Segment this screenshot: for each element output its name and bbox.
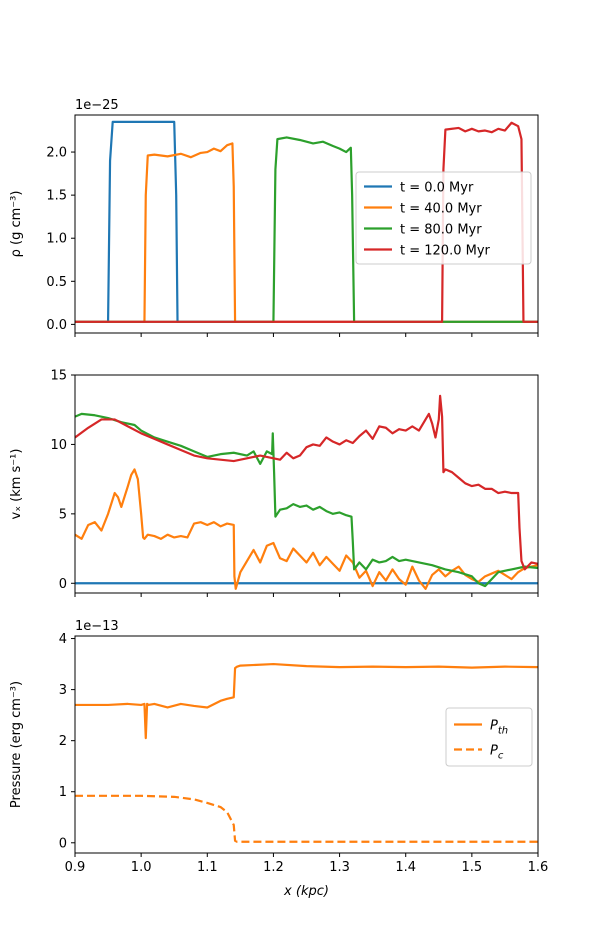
legend-label: t = 120.0 Myr [400, 244, 491, 259]
legend-label: t = 80.0 Myr [400, 223, 482, 238]
axes-frame [74, 635, 539, 854]
series-line-3 [75, 412, 538, 588]
series-line-2 [75, 468, 538, 590]
series-line-4 [75, 121, 538, 323]
series-line-3 [75, 136, 538, 323]
offset-label: 1e−25 [75, 98, 119, 113]
y-tick-label: 5 [59, 507, 67, 522]
series-line-1 [75, 662, 538, 740]
legend-label: t = 0.0 Myr [400, 181, 474, 196]
y-tick-label: 2 [59, 734, 67, 749]
offset-label: 1e−13 [75, 619, 119, 634]
x-tick-label: 1.5 [462, 860, 483, 875]
y-axis-label: ρ (g cm⁻³) [9, 191, 24, 258]
legend-label: t = 40.0 Myr [400, 202, 482, 217]
y-tick-label: 3 [59, 683, 67, 698]
x-tick-label: 1.2 [263, 860, 284, 875]
y-axis-label: vₓ (km s⁻¹) [9, 449, 24, 520]
x-tick-label: 0.9 [65, 860, 86, 875]
x-tick-label: 1.0 [131, 860, 152, 875]
x-tick-label: 1.3 [329, 860, 350, 875]
y-tick-label: 0 [59, 577, 67, 592]
axes-frame [74, 114, 539, 334]
y-tick-label: 1.5 [46, 189, 67, 204]
y-tick-label: 10 [50, 438, 67, 453]
x-axis-label: x (kpc) [283, 884, 329, 899]
legend-box [445, 707, 533, 767]
y-tick-label: 0.0 [46, 318, 67, 333]
series-line-4 [75, 394, 538, 571]
y-tick-label: 1 [59, 785, 67, 800]
x-tick-label: 1.1 [197, 860, 218, 875]
y-axis-label: Pressure (erg cm⁻³) [9, 681, 24, 808]
panel-1: 0.0 0.5 1.0 1.5 2.0 1e−25 ρ (g cm⁻³) t = 0.0 My… [9, 98, 539, 337]
y-tick-label: 0.5 [46, 275, 67, 290]
series-line-2 [75, 794, 538, 843]
panel-2: 0 5 10 15 vₓ (km s⁻¹) [9, 369, 539, 597]
y-tick-label: 1.0 [46, 232, 67, 247]
series-group [75, 662, 538, 843]
series-group [75, 394, 538, 590]
y-tick-label: 2.0 [46, 146, 67, 161]
x-tick-label: 1.4 [395, 860, 416, 875]
y-tick-label: 0 [59, 836, 67, 851]
series-group [75, 120, 538, 323]
legend: t = 0.0 Myr t = 40.0 Myr t = 80.0 Myr t = 1… [355, 171, 532, 265]
axes-frame [74, 374, 539, 594]
panel-3: 0.9 1.0 1.1 1.2 1.3 1.4 1.5 1.6 0 1 2 3 4 1e−13 Pressu… [9, 619, 548, 899]
y-tick-label: 4 [59, 632, 67, 647]
x-tick-label: 1.6 [528, 860, 549, 875]
legend-box [355, 171, 532, 265]
y-tick-label: 15 [50, 369, 67, 384]
series-line-2 [75, 142, 538, 323]
series-line-1 [75, 120, 538, 323]
